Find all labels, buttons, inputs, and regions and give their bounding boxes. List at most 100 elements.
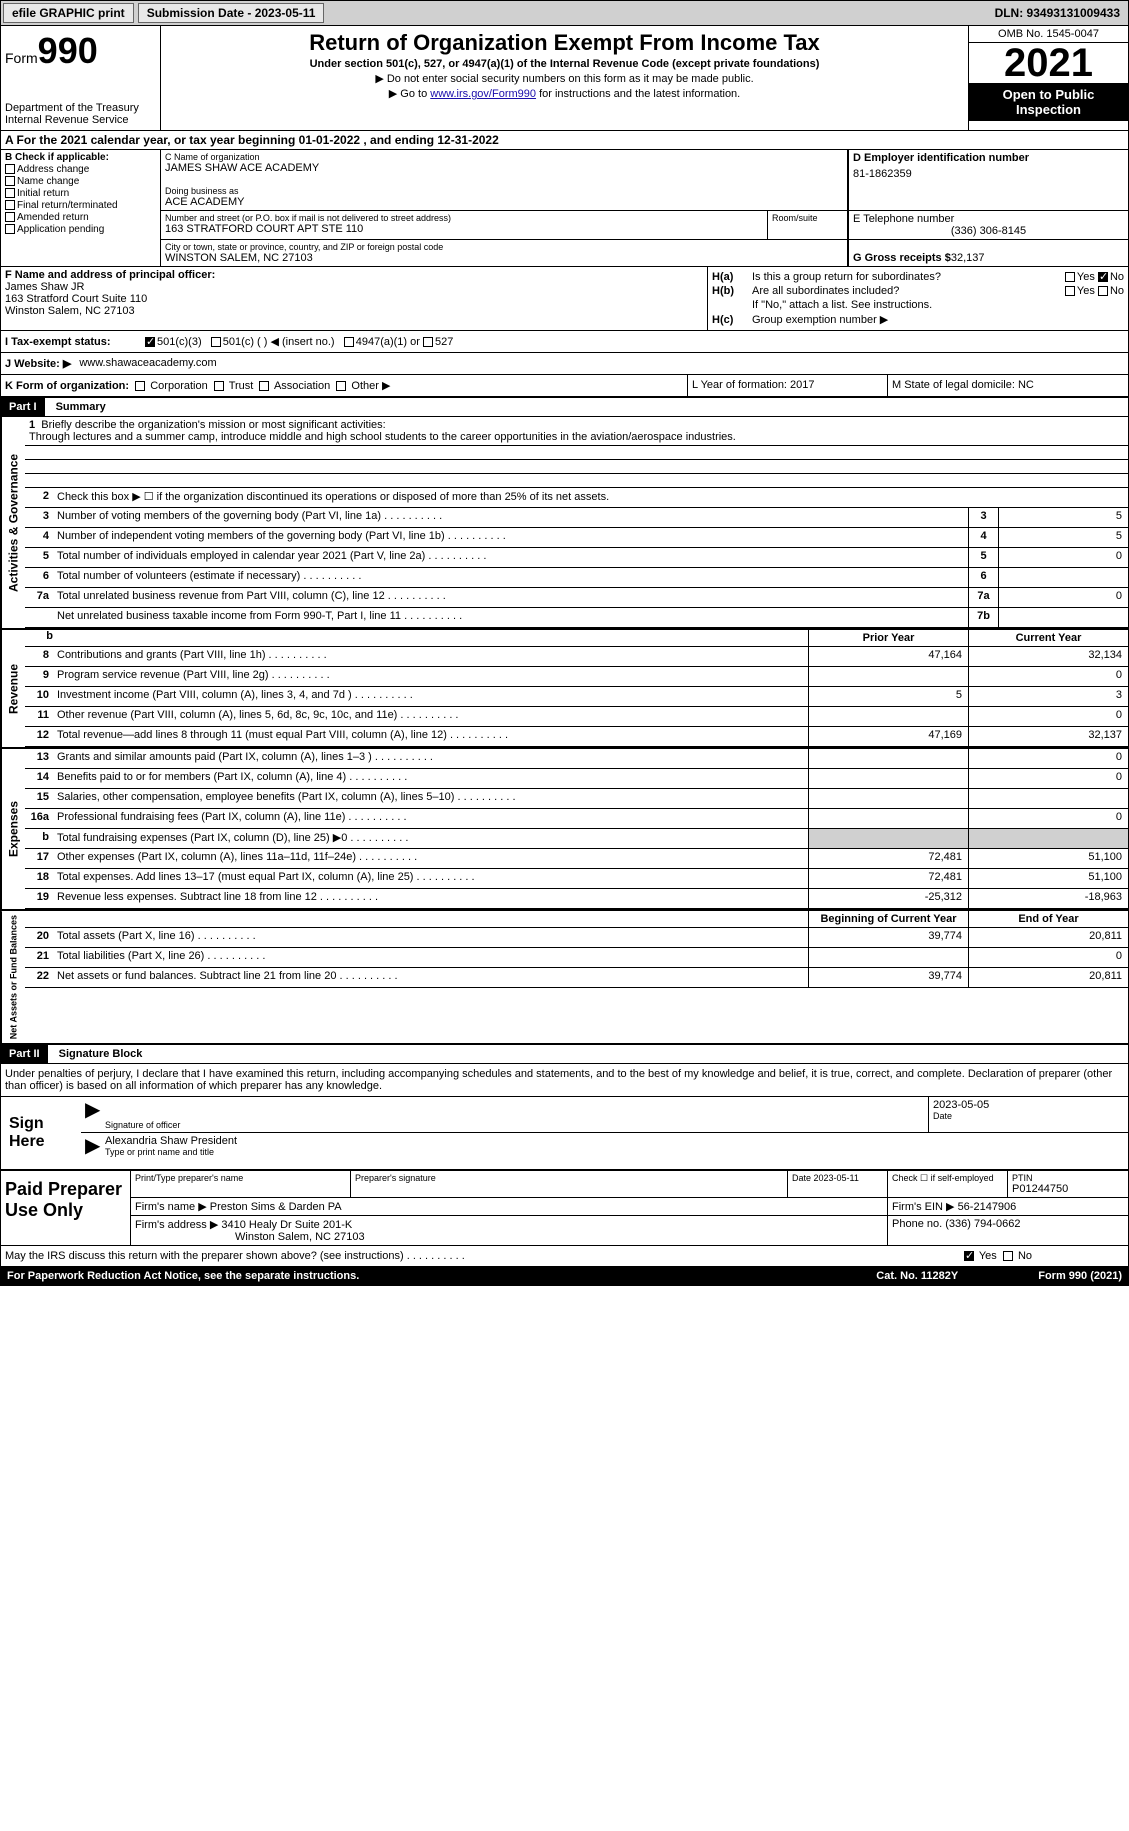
checkbox-initial-return[interactable] (5, 188, 15, 198)
ptin-label: PTIN (1012, 1173, 1124, 1183)
discuss-no[interactable] (1003, 1251, 1013, 1261)
prior-val: 72,481 (808, 869, 968, 888)
sign-here-label: Sign Here (1, 1097, 81, 1169)
prior-val (808, 829, 968, 848)
firm-ein-label: Firm's EIN ▶ (892, 1201, 955, 1213)
current-val: 3 (968, 687, 1128, 706)
hc-text: Group exemption number ▶ (752, 313, 888, 326)
gross-label: G Gross receipts $ (853, 252, 951, 264)
checkbox-final-return[interactable] (5, 200, 15, 210)
checkbox-amended[interactable] (5, 212, 15, 222)
website-label: J Website: ▶ (5, 357, 71, 370)
city-label: City or town, state or province, country… (165, 242, 843, 252)
opt-527: 527 (435, 336, 453, 348)
officer-label: F Name and address of principal officer: (5, 269, 703, 281)
efile-button[interactable]: efile GRAPHIC print (3, 3, 134, 23)
line-desc: Other revenue (Part VIII, column (A), li… (53, 707, 808, 726)
current-val (968, 829, 1128, 848)
paid-preparer-label: Paid Preparer Use Only (1, 1171, 131, 1245)
tax-exempt-row: I Tax-exempt status: 501(c)(3) 501(c) ( … (1, 331, 1128, 353)
street-value: 163 STRATFORD COURT APT STE 110 (165, 223, 763, 235)
line-val: 0 (998, 588, 1128, 607)
line-desc: Total fundraising expenses (Part IX, col… (53, 829, 808, 848)
part1-badge: Part I (1, 398, 45, 416)
street-label: Number and street (or P.O. box if mail i… (165, 213, 763, 223)
column-f: F Name and address of principal officer:… (1, 267, 708, 330)
line-desc: Salaries, other compensation, employee b… (53, 789, 808, 808)
line-box: 5 (968, 548, 998, 567)
ha-yes[interactable] (1065, 272, 1075, 282)
irs-link[interactable]: www.irs.gov/Form990 (430, 88, 536, 100)
cb-501c3[interactable] (145, 337, 155, 347)
firm-addr-label: Firm's address ▶ (135, 1219, 218, 1231)
current-val: 0 (968, 769, 1128, 788)
cb-corp[interactable] (135, 381, 145, 391)
end-year-header: End of Year (968, 911, 1128, 927)
prior-val (808, 769, 968, 788)
cb-501c[interactable] (211, 337, 221, 347)
line-box: 3 (968, 508, 998, 527)
ha-text: Is this a group return for subordinates? (752, 271, 941, 283)
part1-title: Summary (48, 398, 114, 416)
line-desc: Program service revenue (Part VIII, line… (53, 667, 808, 686)
checkbox-pending[interactable] (5, 224, 15, 234)
address-change-label: Address change (17, 164, 89, 175)
line-box: 4 (968, 528, 998, 547)
line-desc: Other expenses (Part IX, column (A), lin… (53, 849, 808, 868)
line-val (998, 608, 1128, 627)
sig-date-label: Date (933, 1111, 1124, 1121)
col-b-label: B Check if applicable: (5, 152, 156, 163)
prior-val (808, 948, 968, 967)
gross-value: 32,137 (951, 252, 985, 264)
inspection-label: Open to Public Inspection (969, 83, 1128, 121)
checkbox-name-change[interactable] (5, 176, 15, 186)
name-change-label: Name change (17, 176, 79, 187)
line-num: 21 (25, 948, 53, 967)
line-num: 14 (25, 769, 53, 788)
paperwork-notice: For Paperwork Reduction Act Notice, see … (7, 1270, 359, 1282)
officer-addr1: 163 Stratford Court Suite 110 (5, 293, 703, 305)
form-number: 990 (38, 30, 98, 71)
hb-note: If "No," attach a list. See instructions… (752, 299, 932, 311)
phone-label: E Telephone number (853, 213, 1124, 225)
line-desc: Net unrelated business taxable income fr… (53, 608, 968, 627)
cb-527[interactable] (423, 337, 433, 347)
ptin-value: P01244750 (1012, 1183, 1124, 1195)
sig-date-value: 2023-05-05 (933, 1099, 1124, 1111)
cb-trust[interactable] (214, 381, 224, 391)
line-desc: Number of voting members of the governin… (53, 508, 968, 527)
subtitle-2: ▶ Do not enter social security numbers o… (165, 72, 964, 85)
q1-label: Briefly describe the organization's miss… (41, 419, 385, 431)
ein-value: 81-1862359 (853, 168, 1124, 180)
dba-label: Doing business as (165, 186, 843, 196)
line-desc: Benefits paid to or for members (Part IX… (53, 769, 808, 788)
hb-yes[interactable] (1065, 286, 1075, 296)
hb-no[interactable] (1098, 286, 1108, 296)
current-val: 0 (968, 707, 1128, 726)
prior-val (808, 749, 968, 768)
line-val: 0 (998, 548, 1128, 567)
discuss-yes[interactable] (964, 1251, 974, 1261)
expenses-label: Expenses (1, 749, 25, 909)
cb-4947[interactable] (344, 337, 354, 347)
ein-label: D Employer identification number (853, 152, 1124, 164)
prior-val: 72,481 (808, 849, 968, 868)
prior-val: 47,164 (808, 647, 968, 666)
line-desc: Total number of individuals employed in … (53, 548, 968, 567)
prior-val: 5 (808, 687, 968, 706)
line-num: 4 (25, 528, 53, 547)
firm-name: Preston Sims & Darden PA (210, 1201, 342, 1213)
city-value: WINSTON SALEM, NC 27103 (165, 252, 843, 264)
discuss-text: May the IRS discuss this return with the… (5, 1250, 404, 1262)
ha-no[interactable] (1098, 272, 1108, 282)
mission-text: Through lectures and a summer camp, intr… (29, 431, 736, 443)
opt-501c: 501(c) ( ) ◀ (insert no.) (223, 335, 335, 348)
part2-title: Signature Block (51, 1045, 151, 1063)
checkbox-address-change[interactable] (5, 164, 15, 174)
cb-other[interactable] (336, 381, 346, 391)
column-b: B Check if applicable: Address change Na… (1, 150, 161, 266)
line-desc: Total expenses. Add lines 13–17 (must eq… (53, 869, 808, 888)
line-val: 5 (998, 508, 1128, 527)
line-num: 18 (25, 869, 53, 888)
cb-assoc[interactable] (259, 381, 269, 391)
